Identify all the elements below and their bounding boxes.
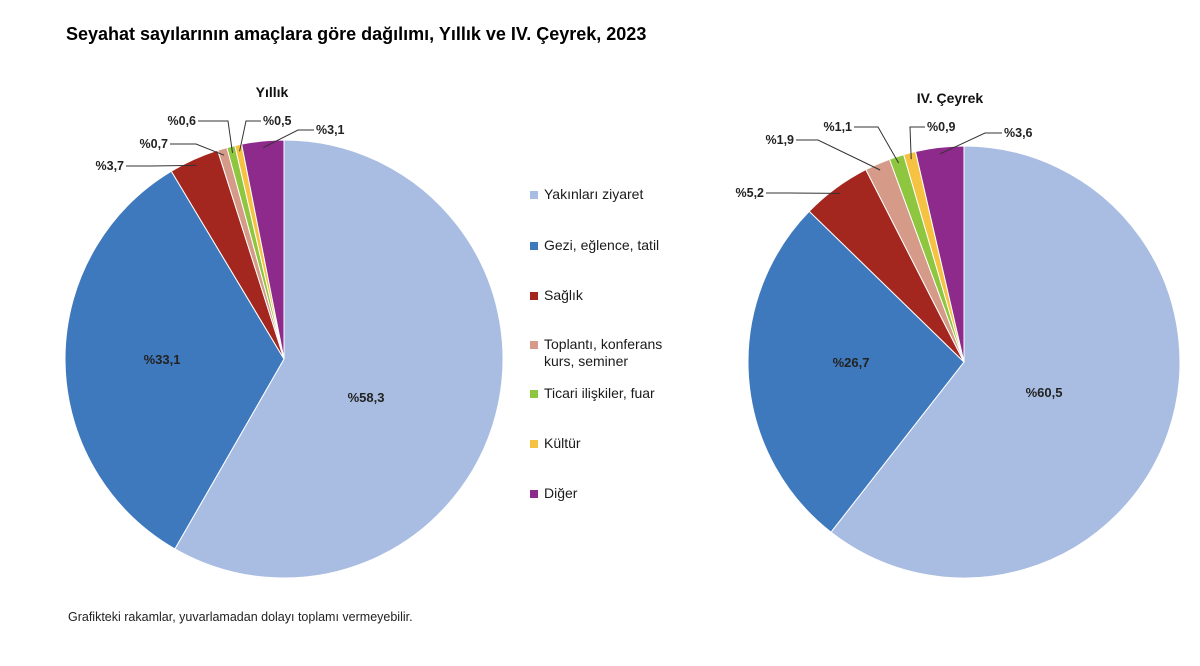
footnote: Grafikteki rakamlar, yuvarlamadan dolayı… — [68, 610, 413, 624]
data-label: %58,3 — [348, 390, 385, 405]
legend-swatch — [530, 341, 538, 349]
data-label: %33,1 — [144, 352, 181, 367]
chart-title: Seyahat sayılarının amaçlara göre dağılı… — [66, 24, 647, 44]
legend-label: Gezi, eğlence, tatil — [544, 237, 660, 253]
data-label: %0,7 — [140, 137, 169, 151]
leader-line — [170, 143, 225, 156]
leader-line — [263, 129, 314, 149]
legend-label: Diğer — [544, 485, 578, 501]
data-label: %3,1 — [316, 123, 345, 137]
data-label: %3,6 — [1004, 126, 1033, 140]
legend-swatch — [530, 191, 538, 199]
legend-item-kultur: Kültür — [530, 435, 581, 452]
legend-item-yakinlari-ziyaret: Yakınları ziyaret — [530, 186, 643, 203]
leader-line — [796, 139, 881, 171]
legend-swatch — [530, 390, 538, 398]
pie-slice-di-er — [914, 145, 965, 363]
legend-swatch — [530, 490, 538, 498]
data-label: %0,9 — [927, 120, 956, 134]
data-label: %60,5 — [1026, 385, 1063, 400]
legend-swatch — [530, 292, 538, 300]
leader-line — [239, 120, 261, 152]
leader-line — [126, 164, 197, 167]
data-label: %5,2 — [736, 186, 765, 200]
pie-chart-title: Yıllık — [256, 84, 289, 100]
data-label: %0,5 — [263, 114, 292, 128]
leader-line — [198, 120, 233, 153]
data-label: %1,1 — [824, 120, 853, 134]
legend-swatch — [530, 440, 538, 448]
legend-label: Yakınları ziyaret — [544, 186, 644, 202]
leader-line — [854, 126, 900, 164]
data-label: %26,7 — [833, 355, 870, 370]
legend-label: Ticari ilişkiler, fuar — [544, 385, 655, 401]
pie-slice-yak-nlar-ziyaret — [174, 139, 504, 579]
legend-item-toplanti-konferans: Toplantı, konferans kurs, seminer — [530, 336, 662, 370]
legend-item-ticari-iliskiler: Ticari ilişkiler, fuar — [530, 385, 655, 402]
pie-chart-title: IV. Çeyrek — [917, 90, 984, 106]
legend-label: Kültür — [544, 435, 581, 451]
leader-line — [909, 126, 925, 160]
legend-item-saglik: Sağlık — [530, 287, 583, 304]
legend-item-diger: Diğer — [530, 485, 577, 502]
legend-label: Toplantı, konferans kurs, seminer — [544, 336, 663, 369]
data-label: %0,6 — [168, 114, 197, 128]
pie-slice-yak-nlar-ziyaret — [830, 145, 1181, 579]
legend-label: Sağlık — [544, 287, 583, 303]
legend-item-gezi-eglence-tatil: Gezi, eğlence, tatil — [530, 237, 659, 254]
data-label: %1,9 — [766, 133, 795, 147]
legend-swatch — [530, 242, 538, 250]
leader-line — [940, 132, 1002, 155]
pie-slice-gezi-e-lence-tatil — [64, 170, 285, 550]
data-label: %3,7 — [96, 159, 125, 173]
pie-slice-gezi-e-lence-tatil — [747, 210, 965, 533]
